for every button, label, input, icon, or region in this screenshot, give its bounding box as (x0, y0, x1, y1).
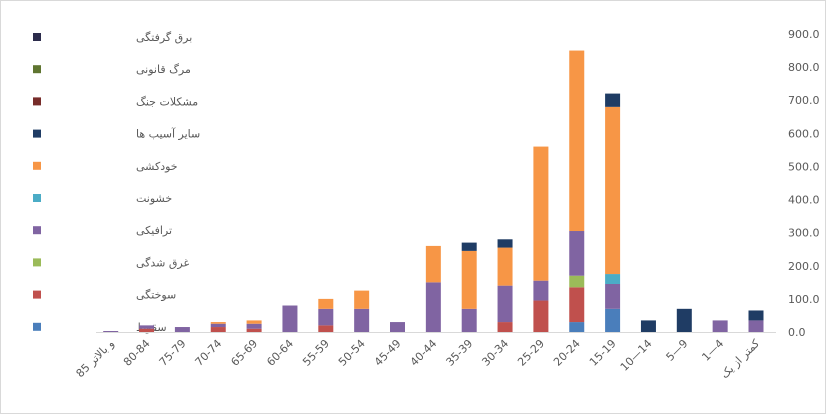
bar-segment (461, 242, 477, 251)
y-tick-label: 0.0 (788, 326, 806, 339)
bar-segment (461, 250, 477, 309)
bar-segment (425, 245, 441, 283)
bar-segment (497, 247, 513, 286)
bar-segment (712, 320, 728, 332)
bar-segment (497, 239, 513, 248)
bar-segment (354, 308, 370, 332)
bar-segment (497, 322, 513, 332)
bar-segment (497, 285, 513, 323)
bar-segment (210, 323, 226, 328)
bar-segment (354, 290, 370, 309)
bar-segment (640, 320, 656, 332)
bar-segment (676, 308, 692, 332)
bar-segment (533, 280, 549, 301)
bar-segment (318, 308, 334, 326)
bar-segment (390, 322, 405, 332)
legend-label: مرگ قانونی (136, 63, 191, 76)
legend-swatch (33, 33, 41, 41)
bar-segment (569, 322, 585, 332)
bar-segment (139, 328, 155, 332)
legend-label: خشونت (136, 192, 172, 205)
bar-segment (246, 320, 262, 324)
legend-swatch (33, 258, 41, 267)
y-tick-label: 100.0 (788, 293, 820, 306)
y-tick-label: 900.0 (788, 28, 820, 41)
bar-segment (748, 310, 764, 321)
legend-swatch (33, 290, 41, 299)
bar-segment (318, 298, 334, 309)
legend-label: سایر آسیب ها (136, 127, 200, 141)
bar-segment (425, 282, 441, 332)
legend-label: غرق شدگی (136, 256, 189, 269)
bar-segment (605, 274, 621, 284)
bar-segment (318, 325, 334, 332)
bar-segment (246, 323, 262, 329)
bar-segment (569, 287, 585, 323)
legend-label: ترافیکی (136, 224, 172, 237)
bar-segment (748, 320, 764, 332)
bar-segment (569, 231, 585, 276)
legend-swatch (33, 161, 41, 170)
y-tick-label: 400.0 (788, 194, 820, 207)
legend-label: سوختگی (136, 289, 176, 302)
legend-swatch (33, 226, 41, 235)
y-tick-label: 800.0 (788, 61, 820, 74)
bar-segment (569, 275, 585, 288)
legend-swatch (33, 129, 41, 138)
legend-label: مشکلات جنگ (136, 95, 198, 108)
legend-swatch (33, 322, 41, 331)
bar-segment (569, 50, 585, 232)
legend-swatch (33, 97, 41, 106)
bars (103, 50, 764, 332)
bar-segment (174, 327, 190, 332)
legend-label: برق گرفتگی (136, 31, 192, 44)
legend-swatch (33, 194, 41, 202)
bar-segment (246, 328, 262, 332)
bar-segment (210, 327, 226, 332)
bar-segment (533, 146, 549, 281)
y-tick-label: 700.0 (788, 94, 820, 107)
bar-segment (605, 308, 621, 332)
legend-label: خودکشی (136, 160, 178, 173)
bar-segment (605, 283, 621, 309)
y-axis: 0.0 100.0 200.0 300.0 400.0 500.0 600.0 700.0 80… (788, 28, 820, 339)
y-tick-label: 300.0 (788, 227, 820, 240)
bar-segment (605, 106, 621, 275)
bar-segment (282, 305, 298, 332)
legend-swatch (33, 65, 41, 74)
bar-segment (533, 300, 549, 332)
y-tick-label: 500.0 (788, 160, 820, 173)
bar-segment (461, 308, 477, 332)
y-tick-label: 600.0 (788, 127, 820, 140)
bar-segment (103, 331, 119, 332)
bar-segment (210, 322, 226, 324)
bar-segment (605, 93, 621, 107)
bar-segment (139, 325, 155, 329)
y-tick-label: 200.0 (788, 260, 820, 273)
